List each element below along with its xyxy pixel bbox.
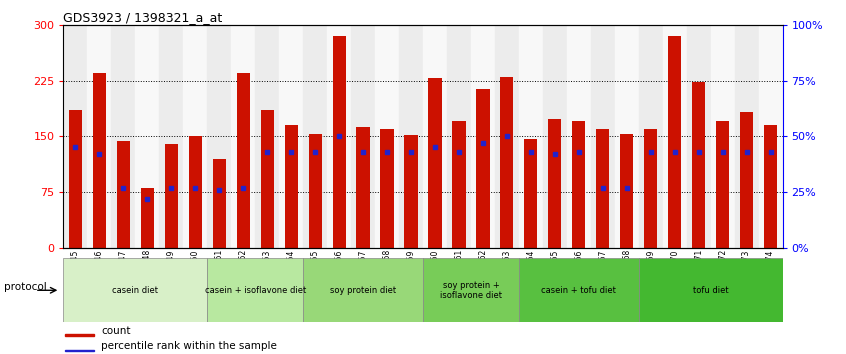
Bar (525, 138, 537, 248)
Text: tofu diet: tofu diet (693, 286, 728, 295)
Bar (500, 77, 514, 248)
Bar (309, 134, 321, 248)
Bar (404, 135, 418, 248)
Bar (572, 121, 585, 248)
Bar (184, 25, 207, 248)
Bar (231, 25, 255, 248)
Bar (596, 129, 609, 248)
Bar (740, 112, 753, 248)
Bar (428, 78, 442, 248)
Bar (519, 25, 543, 248)
Bar (399, 25, 423, 248)
Bar (711, 25, 734, 248)
Bar (303, 25, 327, 248)
Text: casein + isoflavone diet: casein + isoflavone diet (205, 286, 306, 295)
Bar (65, 335, 94, 336)
Bar (734, 25, 759, 248)
Bar (759, 25, 783, 248)
Text: GDS3923 / 1398321_a_at: GDS3923 / 1398321_a_at (63, 11, 222, 24)
Bar (65, 350, 94, 351)
Bar (351, 25, 375, 248)
Bar (303, 258, 423, 322)
Bar (447, 25, 471, 248)
Bar (159, 25, 184, 248)
Bar (567, 25, 591, 248)
Bar (189, 136, 202, 248)
Bar (327, 25, 351, 248)
Bar (356, 127, 370, 248)
Bar (255, 25, 279, 248)
Text: casein + tofu diet: casein + tofu diet (541, 286, 616, 295)
Text: soy protein diet: soy protein diet (330, 286, 396, 295)
Bar (207, 258, 303, 322)
Bar (548, 119, 562, 248)
Bar (375, 25, 399, 248)
Bar (279, 25, 303, 248)
Bar (237, 73, 250, 248)
Bar (639, 25, 662, 248)
Bar (495, 25, 519, 248)
Bar (112, 25, 135, 248)
Bar (423, 258, 519, 322)
Bar (261, 110, 274, 248)
Bar (453, 121, 465, 248)
Bar (615, 25, 639, 248)
Text: protocol: protocol (4, 282, 47, 292)
Bar (639, 258, 783, 322)
Text: percentile rank within the sample: percentile rank within the sample (101, 341, 277, 352)
Text: soy protein +
isoflavone diet: soy protein + isoflavone diet (440, 281, 502, 300)
Bar (165, 144, 178, 248)
Bar (692, 82, 706, 248)
Bar (284, 125, 298, 248)
Bar (591, 25, 615, 248)
Bar (117, 142, 130, 248)
Bar (543, 25, 567, 248)
Bar (87, 25, 112, 248)
Bar (423, 25, 447, 248)
Bar (471, 25, 495, 248)
Bar (140, 188, 154, 248)
Bar (687, 25, 711, 248)
Bar (476, 90, 490, 248)
Bar (668, 36, 681, 248)
Bar (69, 110, 82, 248)
Bar (93, 73, 106, 248)
Bar (764, 125, 777, 248)
Bar (332, 36, 346, 248)
Bar (620, 134, 634, 248)
Bar (644, 129, 657, 248)
Text: count: count (101, 326, 130, 336)
Bar (381, 129, 393, 248)
Bar (519, 258, 639, 322)
Bar (63, 25, 87, 248)
Bar (662, 25, 687, 248)
Bar (716, 121, 729, 248)
Text: casein diet: casein diet (113, 286, 158, 295)
Bar (212, 159, 226, 248)
Bar (207, 25, 231, 248)
Bar (135, 25, 159, 248)
Bar (63, 258, 207, 322)
